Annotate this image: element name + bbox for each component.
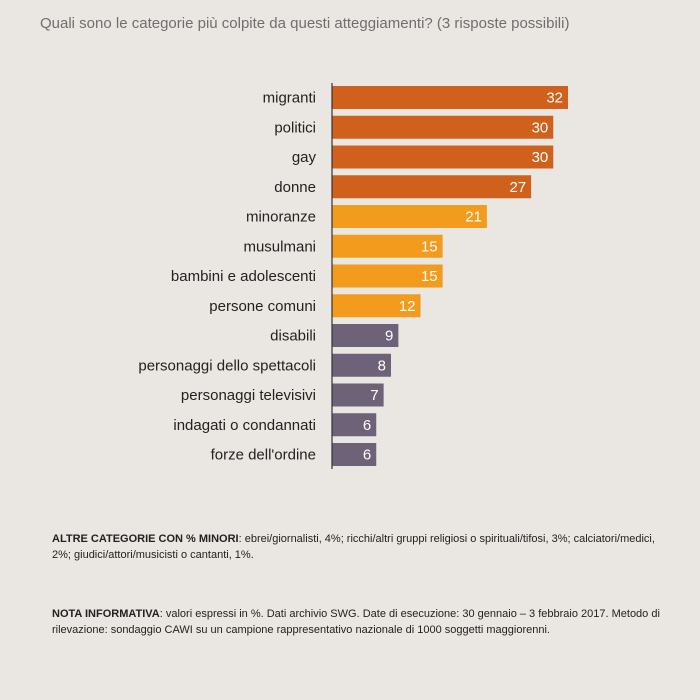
- value-label: 8: [378, 357, 386, 374]
- info-note-label: NOTA INFORMATIVA: [52, 608, 160, 620]
- bar-2: [332, 115, 554, 139]
- value-label: 32: [546, 90, 563, 107]
- category-label: bambini e adolescenti: [171, 268, 316, 285]
- bar-9: [332, 324, 399, 347]
- category-label: personaggi dello spettacoli: [138, 357, 316, 374]
- category-label: personaggi televisivi: [181, 387, 316, 404]
- category-label: minoranze: [246, 209, 316, 226]
- other-categories-label: ALTRE CATEGORIE CON % MINORI: [52, 533, 239, 545]
- category-label: forze dell'ordine: [211, 447, 316, 464]
- other-categories-note: ALTRE CATEGORIE CON % MINORI: ebrei/gior…: [52, 531, 662, 563]
- bar-3: [332, 145, 554, 169]
- bar-11: [332, 383, 384, 407]
- value-label: 9: [385, 328, 393, 345]
- bar-13: [332, 443, 377, 466]
- value-label: 15: [421, 268, 438, 285]
- category-label: indagati o condannati: [173, 417, 316, 434]
- value-label: 21: [465, 209, 482, 226]
- value-label: 6: [363, 447, 371, 464]
- bar-12: [332, 413, 377, 437]
- value-label: 6: [363, 417, 371, 434]
- category-label: disabili: [270, 328, 316, 345]
- bar-5: [332, 205, 487, 228]
- chart-title: Quali sono le categorie più colpite da q…: [40, 15, 570, 32]
- bar-10: [332, 353, 391, 377]
- other-categories-text: : ebrei/giornalisti, 4%; ricchi/altri gr…: [52, 533, 655, 561]
- bar-6: [332, 234, 443, 258]
- bar-chart: migranti 32 politici 30 gay 30 donne 27 minoranz…: [138, 83, 568, 469]
- value-label: 15: [421, 238, 438, 255]
- bar-7: [332, 264, 443, 288]
- info-note-text: : valori espressi in %. Dati archivio SW…: [52, 608, 660, 636]
- value-label: 30: [532, 149, 549, 166]
- value-label: 27: [509, 179, 526, 196]
- category-label: politici: [274, 119, 316, 136]
- bar-8: [332, 294, 421, 318]
- value-label: 12: [399, 298, 416, 315]
- category-label: migranti: [263, 90, 316, 107]
- category-label: persone comuni: [209, 298, 316, 315]
- bars-layer: migranti 32 politici 30 gay 30 donne 27 minoranz…: [138, 86, 568, 466]
- category-label: musulmani: [243, 238, 316, 255]
- category-label: gay: [292, 149, 317, 166]
- value-label: 30: [532, 119, 549, 136]
- category-label: donne: [274, 179, 316, 196]
- bar-4: [332, 175, 532, 199]
- bar-1: [332, 86, 568, 109]
- info-note: NOTA INFORMATIVA: valori espressi in %. …: [52, 606, 662, 638]
- value-label: 7: [370, 387, 378, 404]
